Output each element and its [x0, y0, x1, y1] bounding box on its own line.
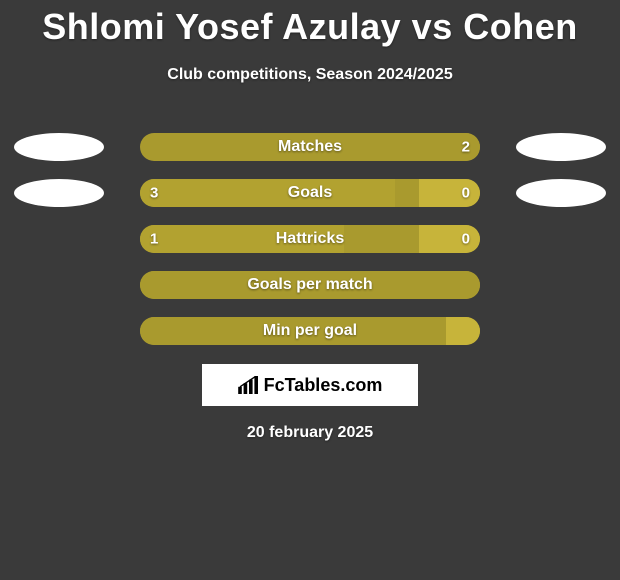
stat-row: 3 0 Goals — [0, 170, 620, 216]
stat-bar: Goals per match — [140, 271, 480, 299]
stat-label: Goals — [288, 184, 332, 202]
stat-bar: 1 0 Hattricks — [140, 225, 480, 253]
player-oval-right — [516, 179, 606, 207]
stat-row: Min per goal — [0, 308, 620, 354]
stat-value-left: 1 — [150, 231, 158, 248]
stat-label: Min per goal — [263, 322, 357, 340]
stat-value-left: 3 — [150, 185, 158, 202]
source-logo-text: FcTables.com — [264, 375, 383, 396]
stat-bar-fill-left — [140, 179, 395, 207]
page-title: Shlomi Yosef Azulay vs Cohen — [0, 0, 620, 48]
stat-bar-fill-right — [419, 179, 480, 207]
stat-bar: 3 0 Goals — [140, 179, 480, 207]
stat-bar-fill-right — [419, 225, 480, 253]
player-oval-left — [14, 133, 104, 161]
stat-value-right: 0 — [462, 231, 470, 248]
stat-row: 2 Matches — [0, 124, 620, 170]
snapshot-date: 20 february 2025 — [0, 424, 620, 442]
comparison-panel: Shlomi Yosef Azulay vs Cohen Club compet… — [0, 0, 620, 580]
stat-bar: 2 Matches — [140, 133, 480, 161]
season-subtitle: Club competitions, Season 2024/2025 — [0, 66, 620, 84]
stat-value-right: 2 — [462, 139, 470, 156]
stat-label: Matches — [278, 138, 342, 156]
bar-chart-icon — [238, 376, 260, 394]
player-oval-left — [14, 179, 104, 207]
stat-row: 1 0 Hattricks — [0, 216, 620, 262]
stat-label: Goals per match — [247, 276, 372, 294]
source-logo-box: FcTables.com — [202, 364, 418, 406]
stats-rows: 2 Matches 3 0 Goals 1 0 Hattricks Goals per matc… — [0, 124, 620, 354]
stat-label: Hattricks — [276, 230, 344, 248]
player-oval-right — [516, 133, 606, 161]
stat-bar: Min per goal — [140, 317, 480, 345]
stat-bar-fill-right — [446, 317, 480, 345]
stat-row: Goals per match — [0, 262, 620, 308]
stat-value-right: 0 — [462, 185, 470, 202]
